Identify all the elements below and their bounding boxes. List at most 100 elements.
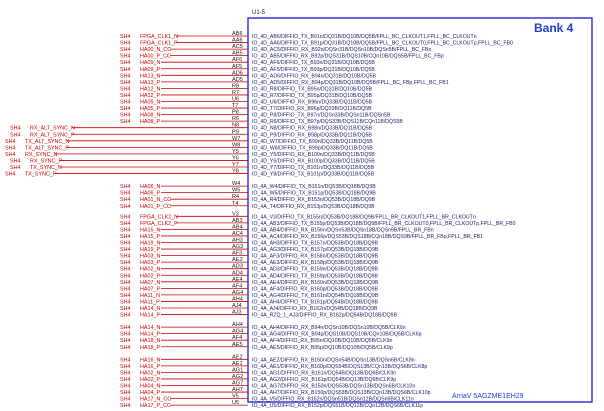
pin-number: Y7 xyxy=(232,162,239,168)
sheet-ref: SH4 xyxy=(5,172,16,178)
net-label: HA09_N xyxy=(140,60,160,66)
pin-number: AJ3 xyxy=(232,310,242,316)
pin-function-name: IO_4A_AC4/DIFFIO_RX_B156p/DQS53B/DQS18B/… xyxy=(252,234,483,240)
pin-number: P9 xyxy=(232,129,239,135)
pin-number: V5 xyxy=(232,394,239,400)
pin-number: T4 xyxy=(232,201,239,207)
pin-function-name: IO_4A_AH4/DIFFIO_RX_B94n/DQSn10B/DQSn10B… xyxy=(252,325,406,331)
net-label: HA14_P xyxy=(140,332,160,338)
pin-number: AG2 xyxy=(232,374,243,380)
sheet-ref: SH4 xyxy=(10,158,21,164)
net-label: HA01_N_CC xyxy=(140,197,171,203)
pin-function-name: IO_4A_AE5/DIFFIO_RX_B95p/DQ10B/DQ10B/DQ5… xyxy=(252,345,393,351)
pin-number: R4 xyxy=(232,194,239,200)
pin-number: AB4 xyxy=(232,224,243,230)
pin-number: AC4 xyxy=(232,231,243,237)
net-label: FPGA_CLK2_N xyxy=(140,214,178,220)
pin-function-name: IO_4D_R7/DIFFIO_TX_B95p/DQ31B/DQ10B/DQ5B xyxy=(252,93,372,99)
pin-function-name: IO_4A_AE4/DIFFIO_RX_B160n/DQ53B/DQ18B/DQ… xyxy=(252,280,379,286)
net-label: TX_ALT_SYNC_N xyxy=(25,139,69,145)
pin-number: AG4 xyxy=(232,290,243,296)
pin-function-name: IO_4A_AB3/DIFFIO_TX_B155p/DQ53B/DQ18B/DQ… xyxy=(252,221,516,227)
pin-function-name: IO_4A_AE2/DIFFIO_RX_B160n/DQSn54B/DQSn13… xyxy=(252,357,415,363)
pin-function-name: IO_4D_Y5/DIFFIO_RX_B100n/DQ33B/DQ11B/DQ5… xyxy=(252,152,375,158)
pin-function-name: IO_4D_AB5/DIFFIO_RX_B92p/DQS31B/DQS10B/C… xyxy=(252,54,444,60)
pin-function-name: IO_4A_AB4/DIFFIO_RX_B156n/DQSn53B/DQSn18… xyxy=(252,227,434,233)
sheet-ref: SH4 xyxy=(120,54,131,60)
pin-number: W8 xyxy=(232,142,240,148)
component-ref: U1-5 xyxy=(252,10,266,16)
bank-label: Bank 4 xyxy=(534,21,574,35)
sheet-ref: SH4 xyxy=(10,126,21,132)
net-label: HA12_P xyxy=(140,93,160,99)
pin-function-name: IO_4A_V3/DIFFIO_TX_B155n/DQ53B/DQ18B/DQ9… xyxy=(252,214,476,220)
sheet-ref: SH4 xyxy=(120,221,131,227)
pin-function-name: IO_4A_V5/DIFFIO_RX_B152n/DQSn51B/DQSn12B… xyxy=(252,397,414,403)
sheet-ref: SH4 xyxy=(5,152,16,158)
pin-number: Y8 xyxy=(232,169,239,175)
sheet-ref: SH4 xyxy=(120,100,131,106)
sheet-ref: SH4 xyxy=(120,325,131,331)
pin-number: AH4 xyxy=(232,296,243,302)
sheet-ref: SH4 xyxy=(120,390,131,396)
pin-number: AF3 xyxy=(232,251,242,257)
pin-number: AH4 xyxy=(232,322,243,328)
pin-function-name: IO_4A_AG2/DIFFIO_RX_B161p/DQ54B/DQ13B/DQ… xyxy=(252,377,396,383)
pin-number: AG7 xyxy=(232,381,243,387)
part-number: ArriaV 5AGZME1EH29 xyxy=(452,393,524,400)
pin-number: AF4 xyxy=(232,283,242,289)
sheet-ref: SH4 xyxy=(120,345,131,351)
net-label: HA09_P xyxy=(140,67,160,73)
net-label: HA11_N xyxy=(140,293,160,299)
sheet-ref: SH4 xyxy=(120,197,131,203)
sheet-ref: SH4 xyxy=(120,106,131,112)
pin-number: AH3 xyxy=(232,238,243,244)
pin-number: AG4 xyxy=(232,329,243,335)
pin-function-name: IO_4A_AE1/DIFFIO_RX_B160p/DQS54B/DQS13B/… xyxy=(252,364,427,370)
bank-4-symbol-box xyxy=(247,17,593,403)
net-label: HA12_N xyxy=(140,86,160,92)
net-label: HA08_N xyxy=(140,113,160,119)
sheet-ref: SH4 xyxy=(10,165,21,171)
pin-number: R7 xyxy=(232,90,239,96)
pin-number: T7 xyxy=(232,103,239,109)
pin-number: AD3 xyxy=(232,264,243,270)
sheet-ref: SH4 xyxy=(120,247,131,253)
pin-number: AF5 xyxy=(232,64,242,70)
sheet-ref: SH4 xyxy=(120,338,131,344)
pin-function-name: IO_4D_P8/DIFFIO_TX_B97n/DQSn33B/DQSn11B/… xyxy=(252,113,391,119)
pin-function-name: IO_4D_AD6/DIFFIO_RX_B94n/DQ31B/DQ10B/DQ5… xyxy=(252,73,377,79)
net-label: HA15_P xyxy=(140,234,160,240)
pin-function-name: IO_4A_AF3/DIFFIO_RX_B158n/DQ53B/DQ18B/DQ… xyxy=(252,254,379,260)
sheet-ref: SH4 xyxy=(120,73,131,79)
pin-function-name: IO_4A_AH7/DIFFIO_RX_B150p/DQS53B/DQS13B/… xyxy=(252,390,431,396)
sheet-ref: SH4 xyxy=(120,227,131,233)
pin-function-name: IO_4D_R8/DIFFIO_TX_B95n/DQ31B/DQ10B/DQ5B xyxy=(252,86,372,92)
pin-number: AB3 xyxy=(232,218,243,224)
pin-number: R6 xyxy=(232,116,239,122)
pin-function-name: IO_4D_AF6/DIFFIO_TX_B93n/DQ31B/DQ10B/DQ5… xyxy=(252,60,375,66)
pin-number: AF6 xyxy=(232,57,242,63)
pin-number: AB5 xyxy=(232,51,243,57)
net-label: HA03_N xyxy=(140,254,160,260)
net-label: HA00_P_CC xyxy=(140,54,171,60)
net-label: HA13_P xyxy=(140,80,160,86)
pin-number: AE2 xyxy=(232,354,243,360)
net-label: HA03_P xyxy=(140,260,160,266)
pin-number: AE1 xyxy=(232,361,243,367)
net-label: HA02_N xyxy=(140,370,160,376)
pin-function-name: IO_4A_AG3/DIFFIO_TX_B157p/DQ53B/DQ18B/DQ… xyxy=(252,247,379,253)
pin-function-name: IO_4A_AF4/DIFFIO_RX_B160p/DQ53B/DQ18B/DQ… xyxy=(252,286,379,292)
pin-function-name: IO_4D_AF5/DIFFIO_TX_B93p/DQ31B/DQ10B/DQ5… xyxy=(252,67,375,73)
sheet-ref: SH4 xyxy=(120,191,131,197)
sheet-ref: SH4 xyxy=(120,214,131,220)
sheet-ref: SH4 xyxy=(5,139,16,145)
pin-function-name: IO_4D_Y8/DIFFIO_TX_B101p/DQ33B/DQ11B/DQ5… xyxy=(252,172,375,178)
pin-function-name: IO_4D_N8/DIFFIO_RX_B98n/DQ33B/DQ11B/DQ5B xyxy=(252,126,373,132)
pin-number: AE3 xyxy=(232,257,243,263)
pin-function-name: IO_4D_R6/DIFFIO_TX_B97p/DQS33B/DQS11B/CQ… xyxy=(252,119,403,125)
pin-number: AG1 xyxy=(232,367,243,373)
pin-number: W5 xyxy=(232,188,240,194)
sheet-ref: SH4 xyxy=(120,403,131,409)
net-label: HA06_N xyxy=(140,184,160,190)
